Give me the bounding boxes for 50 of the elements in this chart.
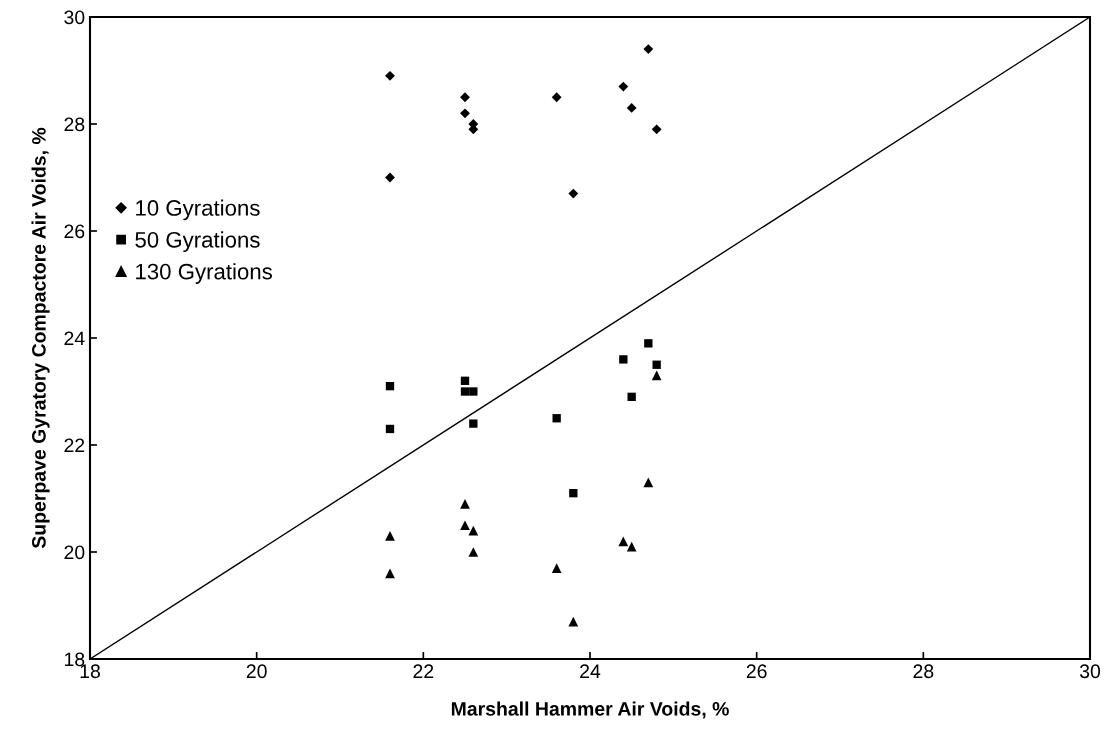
point [460, 108, 470, 119]
point [651, 124, 662, 135]
point [618, 536, 629, 547]
legend-label: 10 Gyrations [136, 199, 260, 221]
point [643, 44, 654, 55]
legend-label: 50 Gyrations [135, 231, 260, 253]
x-tick-label: 24 [580, 664, 601, 678]
x-tick-label: 26 [746, 664, 767, 679]
x-tick-label: 28 [913, 664, 934, 679]
y-tick-label: 20 [64, 545, 85, 560]
point [551, 92, 562, 103]
point [551, 563, 562, 573]
y-tick-label: 30 [64, 10, 85, 25]
y-tick-label: 22 [64, 438, 85, 453]
y-tick-label: 24 [64, 331, 85, 346]
x-axis-title: Marshall Hammer Air Voids, % [451, 701, 729, 719]
point [385, 70, 395, 81]
point [627, 392, 636, 402]
point [460, 498, 470, 509]
legend-label: 130 Gyrations [136, 263, 272, 284]
point [469, 419, 478, 428]
point [385, 381, 395, 391]
point [460, 387, 470, 396]
point [385, 172, 395, 183]
y-tick-label: 26 [64, 224, 85, 239]
point [568, 616, 579, 627]
point [644, 339, 653, 348]
point [460, 92, 470, 103]
point [619, 355, 628, 364]
point [626, 103, 637, 113]
point [626, 541, 637, 552]
point [468, 525, 479, 536]
x-tick-label: 20 [246, 664, 267, 679]
y-axis-title: Superpave Gyratory Compactore Air Voids, % [31, 127, 50, 549]
point [618, 81, 629, 92]
x-tick-label: 22 [413, 664, 434, 678]
point [469, 387, 478, 396]
point [552, 414, 561, 423]
point [460, 376, 470, 385]
point [569, 488, 578, 498]
point [652, 360, 661, 369]
point [468, 547, 479, 557]
point [385, 531, 395, 541]
point [460, 520, 470, 531]
point [651, 370, 662, 381]
y-tick-label: 28 [64, 117, 85, 132]
point [568, 188, 579, 199]
point [643, 477, 654, 488]
x-tick-label: 30 [1079, 664, 1101, 679]
point [385, 424, 395, 434]
